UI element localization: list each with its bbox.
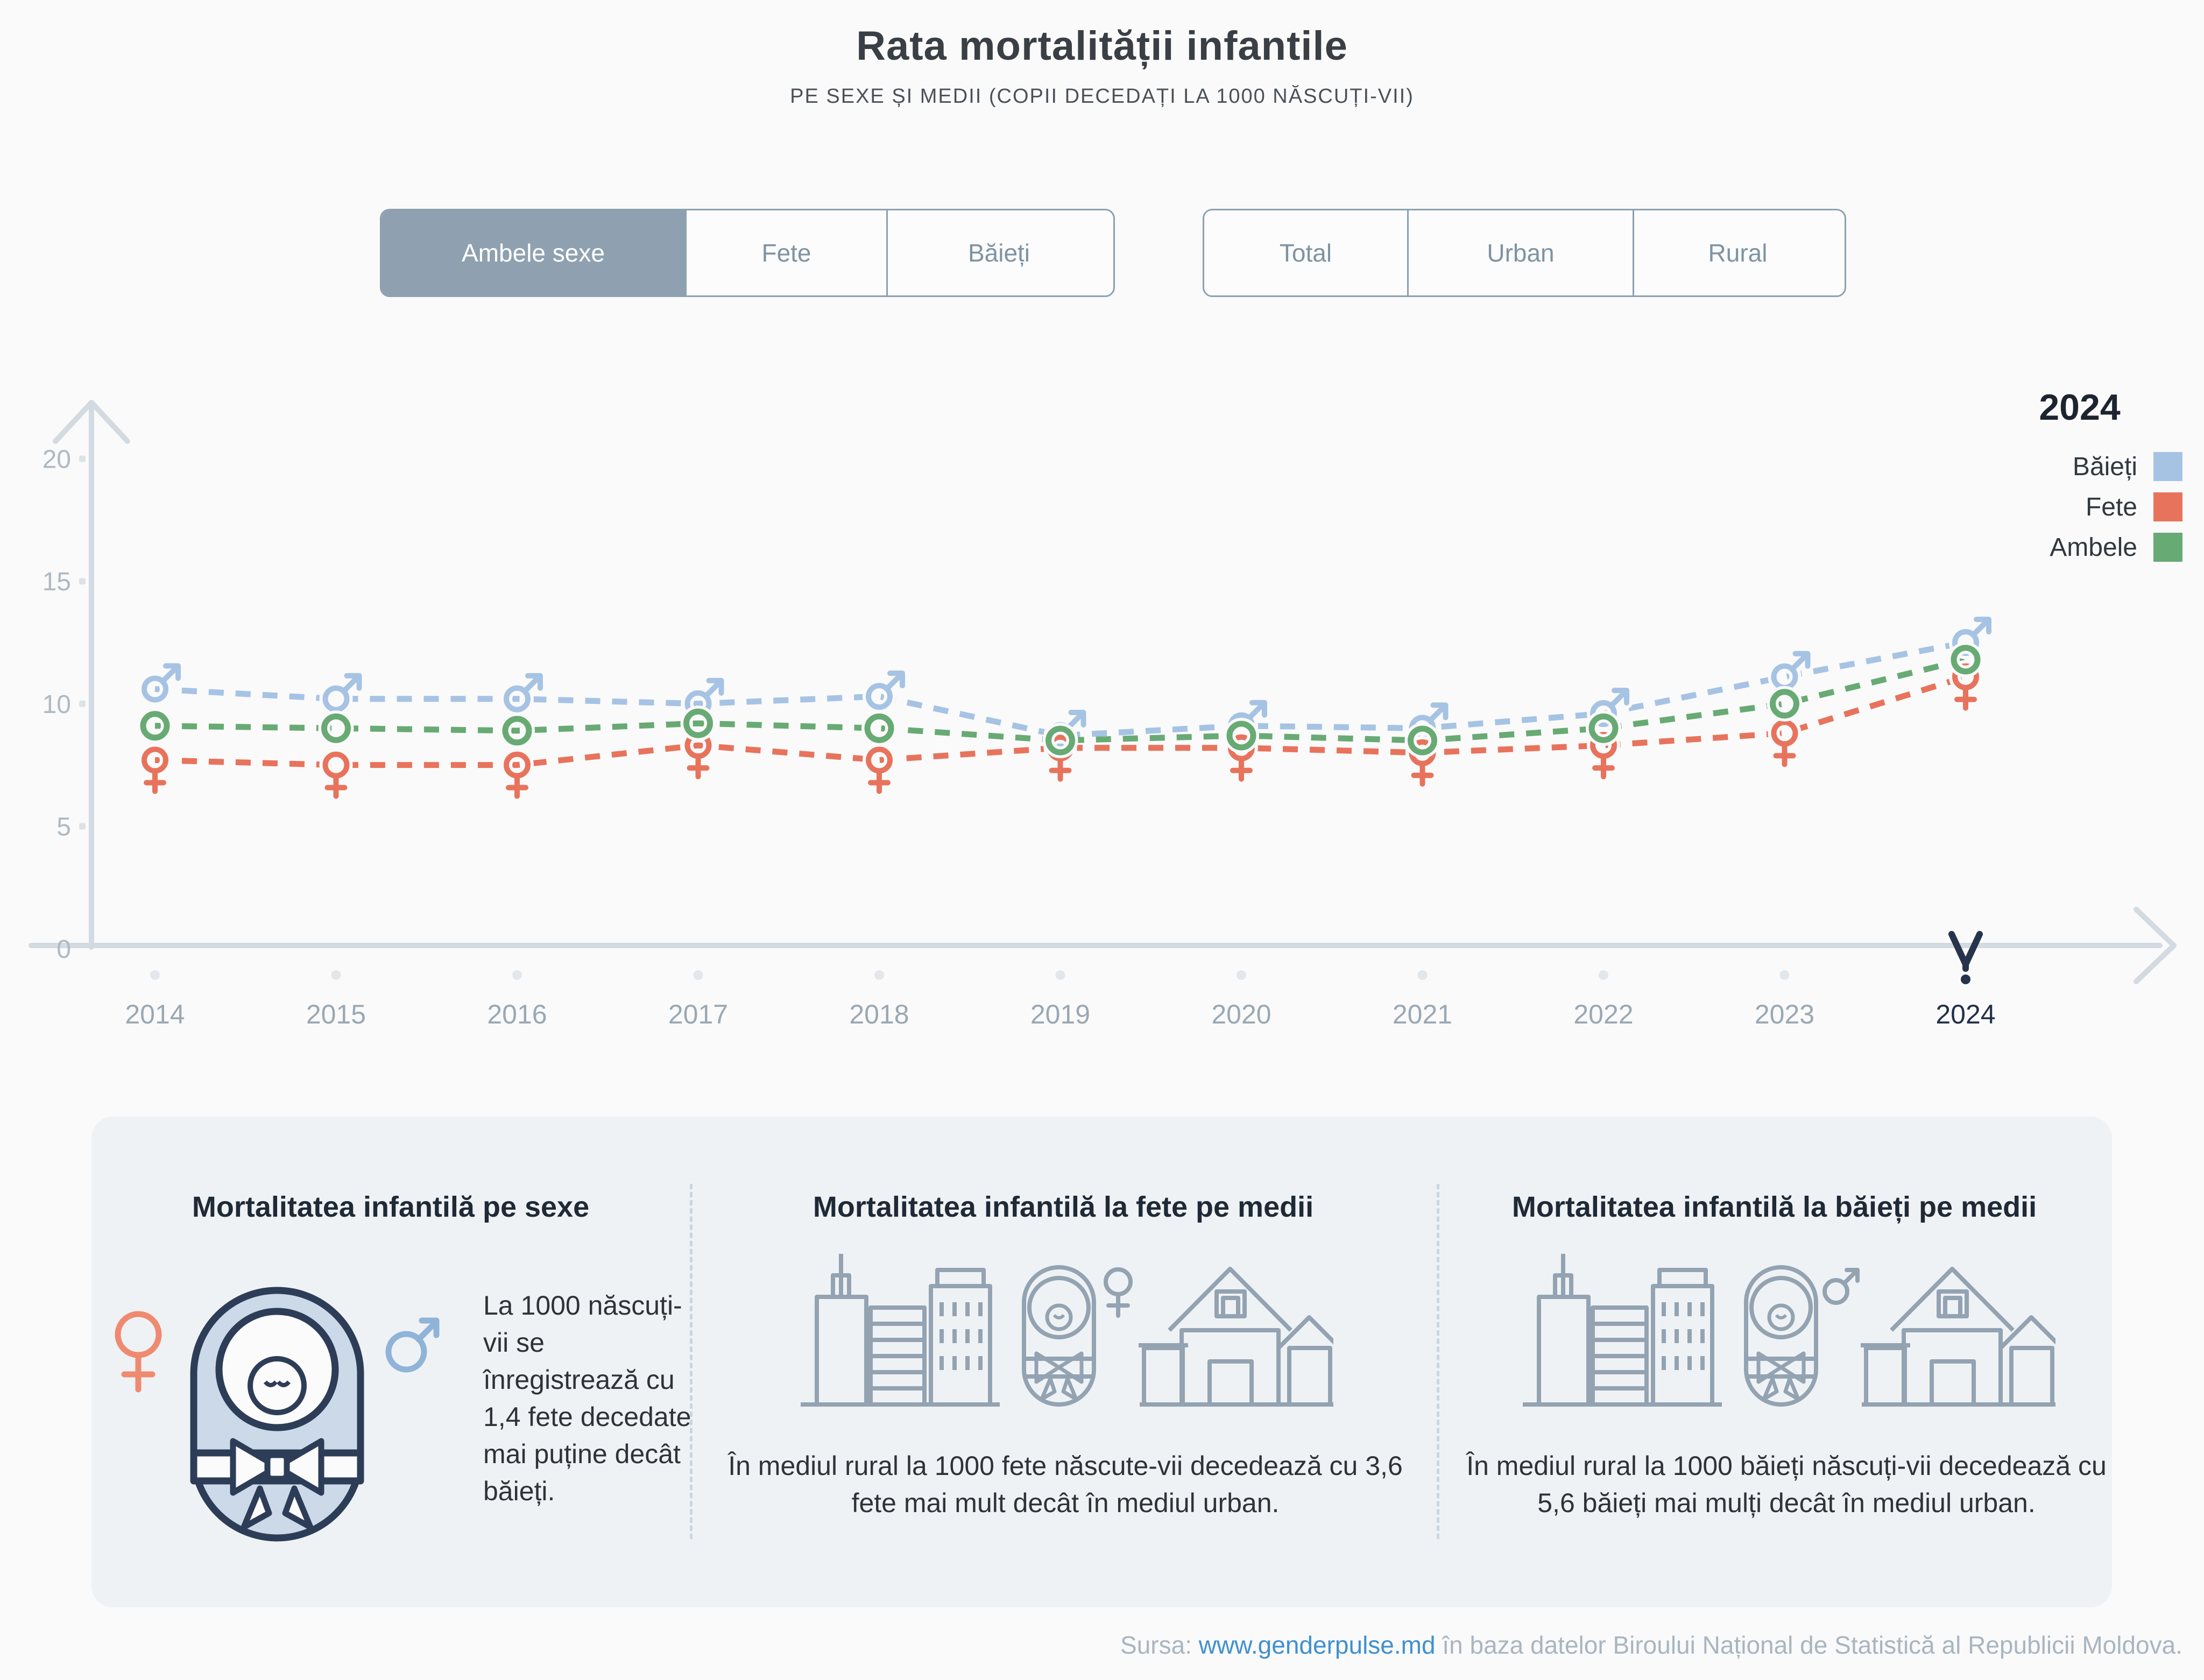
chart-legend: Băieți Fete Ambele bbox=[1905, 451, 2182, 572]
svg-text:2020: 2020 bbox=[1211, 999, 1271, 1029]
svg-text:2022: 2022 bbox=[1573, 999, 1633, 1029]
fete-color-swatch bbox=[2153, 492, 2182, 521]
urban-baby-girl-rural-icon bbox=[801, 1254, 1333, 1407]
card-baieti-medii-text: În mediul rural la 1000 băieți născuți-v… bbox=[1466, 1451, 2107, 1518]
filter-fete-button[interactable]: Fete bbox=[687, 210, 888, 295]
filter-total-button[interactable]: Total bbox=[1204, 210, 1409, 295]
city-buildings-icon bbox=[801, 1254, 1000, 1407]
svg-text:20: 20 bbox=[43, 446, 71, 474]
ambele-color-swatch bbox=[2153, 533, 2182, 562]
panel-divider-1 bbox=[690, 1184, 693, 1539]
male-icon bbox=[385, 1317, 440, 1373]
svg-text:2014: 2014 bbox=[125, 999, 185, 1029]
svg-text:15: 15 bbox=[43, 568, 71, 596]
legend-item-ambele: Ambele bbox=[1905, 532, 2182, 563]
svg-text:2016: 2016 bbox=[487, 999, 547, 1029]
card-fete-medii-text: În mediul rural la 1000 fete născute-vii… bbox=[728, 1451, 1403, 1518]
legend-year: 2024 bbox=[2039, 387, 2121, 428]
svg-text:2023: 2023 bbox=[1755, 999, 1814, 1029]
legend-item-fete: Fete bbox=[1905, 491, 2182, 523]
filter-baieti-button[interactable]: Băieți bbox=[888, 210, 1110, 295]
filter-rural-button[interactable]: Rural bbox=[1634, 210, 1841, 295]
svg-text:2015: 2015 bbox=[306, 999, 366, 1029]
filter-urban-button[interactable]: Urban bbox=[1409, 210, 1634, 295]
source-note: Sursa: www.genderpulse.md în baza datelo… bbox=[1120, 1631, 2182, 1659]
card-sexe-text: La 1000 născuți-vii se înregistrează cu … bbox=[483, 1290, 691, 1506]
male-icon bbox=[1822, 1268, 1860, 1305]
female-icon bbox=[1104, 1267, 1133, 1318]
card-sexe-title: Mortalitatea infantilă pe sexe bbox=[192, 1191, 590, 1223]
baby-icon bbox=[1022, 1265, 1096, 1407]
legend-item-baieti: Băieți bbox=[1905, 451, 2182, 482]
card-fete-medii-title: Mortalitatea infantilă la fete pe medii bbox=[813, 1191, 1314, 1223]
rural-house-icon bbox=[1139, 1267, 1333, 1407]
svg-text:2017: 2017 bbox=[668, 999, 728, 1029]
card-baieti-medii-title: Mortalitatea infantilă la băieți pe medi… bbox=[1511, 1191, 2037, 1223]
urban-baby-boy-rural-icon bbox=[1523, 1254, 2055, 1407]
svg-text:5: 5 bbox=[56, 813, 71, 841]
page-subtitle: PE SEXE ȘI MEDII (COPII DECEDAȚI LA 1000… bbox=[790, 85, 1414, 108]
svg-text:2019: 2019 bbox=[1030, 999, 1090, 1029]
city-buildings-icon bbox=[1523, 1254, 1722, 1407]
svg-text:2021: 2021 bbox=[1393, 999, 1452, 1029]
page-title: Rata mortalității infantile bbox=[856, 23, 1348, 69]
rural-house-icon bbox=[1861, 1267, 2055, 1407]
medium-filter-group: Total Urban Rural bbox=[1203, 209, 1846, 297]
female-icon bbox=[115, 1311, 162, 1393]
sex-filter-group: Ambele sexe Fete Băieți bbox=[380, 209, 1115, 297]
svg-text:2024: 2024 bbox=[1935, 999, 1995, 1029]
svg-text:2018: 2018 bbox=[849, 999, 909, 1029]
baieti-color-swatch bbox=[2153, 452, 2182, 481]
svg-text:0: 0 bbox=[56, 935, 71, 964]
baby-sexe-icon bbox=[115, 1287, 440, 1542]
panel-divider-2 bbox=[1437, 1184, 1439, 1539]
genderpulse-link[interactable]: www.genderpulse.md bbox=[1198, 1631, 1436, 1659]
svg-text:10: 10 bbox=[43, 690, 71, 719]
baby-icon bbox=[1744, 1265, 1818, 1407]
filter-ambele-sexe-button[interactable]: Ambele sexe bbox=[382, 210, 687, 295]
